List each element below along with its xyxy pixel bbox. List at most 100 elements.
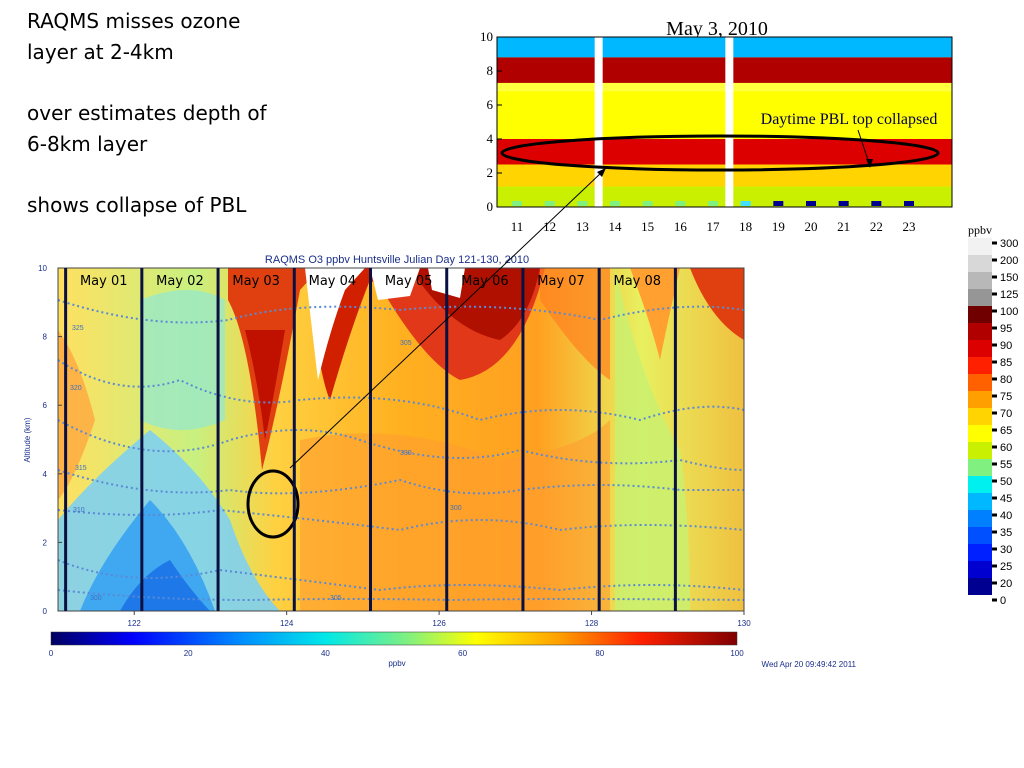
legend-label: 85 [1000,357,1012,369]
colorbar-tick-label: 0 [49,649,54,658]
legend-swatch [968,493,992,510]
top-x-tick-label: 20 [805,219,818,234]
top-x-tick-label: 14 [609,219,623,234]
connector-arrow-head [597,168,606,177]
legend-label: 40 [1000,510,1012,522]
legend-swatch [968,459,992,476]
legend-label: 100 [1000,306,1018,318]
main-plot-frame [57,267,745,612]
top-time-marker [904,201,914,206]
colorbar-tick-label: 60 [458,649,467,658]
day-label: May 01 [80,274,128,289]
legend-swatch [968,510,992,527]
legend-swatch [968,391,992,408]
pbl-arrow-head [866,159,873,168]
legend-swatch [968,340,992,357]
legend-swatch [968,408,992,425]
top-chart-title: May 3, 2010 [666,18,768,40]
colorbar-ticks: 0 20 40 60 80 100 [49,649,744,658]
top-x-tick-label: 22 [870,219,883,234]
note-3: shows collapse of PBL [27,193,247,217]
top-x-tick-label: 21 [837,219,850,234]
legend-swatch [968,374,992,391]
legend-label: 0 [1000,595,1006,607]
top-layer-4 [497,57,952,83]
main-plot-area [58,268,744,611]
pbl-main-ellipse [246,469,300,539]
legend-swatch [968,595,992,612]
top-time-marker [512,201,522,206]
top-y-tick-label: 8 [487,63,494,78]
pbl-annotation: Daytime PBL top collapsed [761,111,938,128]
top-y-tick-label: 0 [487,199,494,214]
legend-label: 70 [1000,408,1012,420]
day-label: May 08 [614,274,662,289]
top-x-tick-label: 15 [641,219,654,234]
legend-label: 45 [1000,493,1012,505]
legend-title: ppbv [968,223,992,237]
contour-label: 305 [400,340,412,347]
day-label: May 07 [537,274,585,289]
legend-label: 75 [1000,391,1012,403]
top-time-marker [806,201,816,206]
top-time-marker [740,201,751,206]
legend-label: 25 [1000,561,1012,573]
legend-swatch [968,442,992,459]
legend-label: 30 [1000,544,1012,556]
legend-swatch [968,289,992,306]
main-x-ticks: 122 124 126 128 130 [128,611,751,628]
main-y-tick-label: 10 [38,264,47,273]
top-y-ticks: 0 2 4 6 8 10 [480,29,502,214]
colorbar-label: ppbv [388,659,405,668]
colorbar-tick-label: 100 [730,649,744,658]
top-time-marker [838,201,849,206]
legend-label: 50 [1000,476,1012,488]
top-time-marker [544,201,555,206]
top-x-tick-label: 19 [772,219,785,234]
day-label: May 04 [309,274,357,289]
contour-label: 315 [75,465,87,472]
day-separators [64,268,677,611]
note-1b: layer at 2-4km [27,40,174,64]
main-x-tick-label: 128 [585,619,599,628]
top-y-tick-label: 10 [480,29,493,44]
note-2a: over estimates depth of [27,101,267,125]
legend-swatch [968,476,992,493]
contour-label: 300 [90,595,102,602]
main-ylabel: Altitude (km) [23,417,32,462]
legend-swatch [968,238,992,255]
legend-label: 35 [1000,527,1012,539]
top-x-tick-label: 23 [903,219,916,234]
main-x-tick-label: 122 [128,619,142,628]
top-layer-3 [497,139,952,165]
top-chart: May 3, 2010 0 2 4 6 8 10 11 12 13 14 15 16 17 18 19 20… [480,18,953,234]
main-y-tick-label: 8 [43,333,48,342]
contour-label: 300 [450,505,462,512]
top-y-tick-label: 2 [487,165,494,180]
legend-swatch [968,425,992,442]
legend-label: 20 [1000,578,1012,590]
main-y-ticks: 0 2 4 6 8 10 [38,264,62,616]
top-x-tick-label: 16 [674,219,688,234]
legend-swatch [968,255,992,272]
legend-label: 65 [1000,425,1012,437]
contour-label: 325 [72,325,84,332]
legend-label: 200 [1000,255,1018,267]
main-x-tick-label: 126 [432,619,446,628]
main-y-tick-label: 4 [43,470,48,479]
colorbar [50,631,738,646]
top-x-tick-label: 13 [576,219,589,234]
contour-label: 330 [400,450,412,457]
legend-label: 80 [1000,374,1012,386]
colorbar-tick-label: 80 [595,649,604,658]
legend-swatch [968,357,992,374]
note-1a: RAQMS misses ozone [27,9,241,33]
note-2b: 6-8km layer [27,132,148,156]
top-time-marker [675,201,686,206]
main-chart-title: RAQMS O3 ppbv Huntsville Julian Day 121-… [265,254,529,266]
timestamp: Wed Apr 20 09:49:42 2011 [762,660,857,669]
day-label: May 06 [461,274,509,289]
legend-label: 55 [1000,459,1012,471]
top-time-marker [610,201,620,206]
contour-label: 305 [330,595,342,602]
